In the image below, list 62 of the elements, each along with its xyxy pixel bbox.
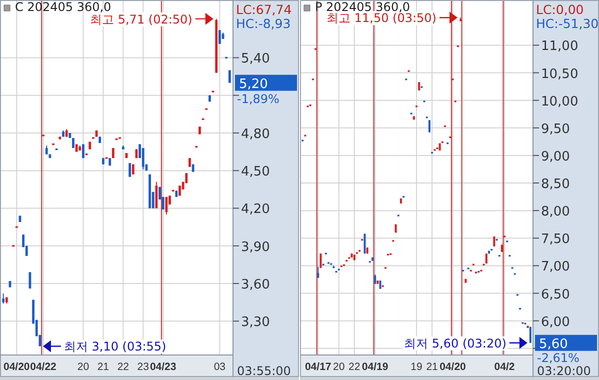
y-tick-label: 3,90 xyxy=(241,240,270,255)
x-tick-label: 21 xyxy=(426,361,438,373)
candlestick xyxy=(2,293,5,304)
y-tick-label: 3,60 xyxy=(241,278,270,292)
y-tick-label: 9,50 xyxy=(541,122,570,137)
x-tick-label: 04/20 xyxy=(440,361,466,373)
candlestick xyxy=(428,120,430,133)
annotation: 최고 11,50 (03:50) xyxy=(326,11,437,26)
text: 5,20 xyxy=(239,76,268,92)
x-tick-label: 04/19 xyxy=(362,361,388,373)
candlestick xyxy=(218,30,221,44)
y-tick-label: 10,00 xyxy=(541,94,578,110)
y-tick-label: 10,50 xyxy=(541,66,578,82)
text: -2,61% xyxy=(537,351,580,365)
x-tick-label: 22 xyxy=(348,361,360,373)
text: HC:-8,93 xyxy=(236,16,291,31)
annotation: 최고 5,71 (02:50) xyxy=(90,12,192,26)
candlestick xyxy=(374,274,376,284)
text: 03:55:00 xyxy=(237,364,291,378)
candlestick xyxy=(142,148,144,170)
y-tick-label: 6,50 xyxy=(541,287,570,302)
candlestick xyxy=(317,266,320,278)
text: LC:67,74 xyxy=(236,2,292,17)
candlestick xyxy=(128,162,132,178)
x-tick-label: 23 xyxy=(137,361,150,373)
candlestick xyxy=(364,233,366,254)
x-tick-label: 20 xyxy=(332,361,345,373)
y-tick-label: 9,00 xyxy=(541,149,570,164)
y-tick-label: 4,50 xyxy=(241,164,270,180)
x-tick-label: 22 xyxy=(117,361,130,373)
text: -1,89% xyxy=(237,92,280,106)
y-tick-label: 7,00 xyxy=(541,260,570,275)
y-tick-label: 11,00 xyxy=(541,39,578,54)
x-tick-label: 04/20 xyxy=(4,361,30,373)
y-tick-label: 7,50 xyxy=(541,232,570,248)
y-tick-label: 6,00 xyxy=(541,314,570,330)
candlestick xyxy=(485,253,488,264)
text: LC:0,00 xyxy=(536,2,584,17)
candlestick xyxy=(165,196,168,216)
x-tick-label: 20 xyxy=(77,361,90,373)
y-tick-label: 4,80 xyxy=(241,126,270,142)
candlestick xyxy=(228,70,231,84)
x-tick-label: 21 xyxy=(97,361,110,373)
text: 5,60 xyxy=(539,336,568,352)
text: HC:-51,30 xyxy=(536,16,599,31)
x-tick-label: 04/22 xyxy=(30,361,57,373)
candlestick xyxy=(320,253,322,268)
annotation: 최저 5,60 (03:20) xyxy=(404,336,506,350)
x-tick-label: 04/2 xyxy=(494,361,515,373)
annotation: 최저 3,10 (03:55) xyxy=(64,340,166,354)
candlestick xyxy=(529,326,532,344)
y-tick-label: 4,20 xyxy=(241,202,270,218)
y-tick-label: 3,30 xyxy=(241,315,270,330)
text: 03:20:00 xyxy=(537,364,591,378)
x-tick-label: 04/17 xyxy=(304,361,332,373)
x-tick-label: 04/23 xyxy=(150,361,176,373)
y-tick-label: 5,40 xyxy=(241,52,270,67)
y-tick-label: 8,50 xyxy=(541,177,570,192)
y-tick-label: 8,00 xyxy=(541,204,570,220)
x-tick-label: 03 xyxy=(214,361,226,373)
x-tick-label: 19 xyxy=(410,361,422,373)
candlestick xyxy=(155,181,158,209)
